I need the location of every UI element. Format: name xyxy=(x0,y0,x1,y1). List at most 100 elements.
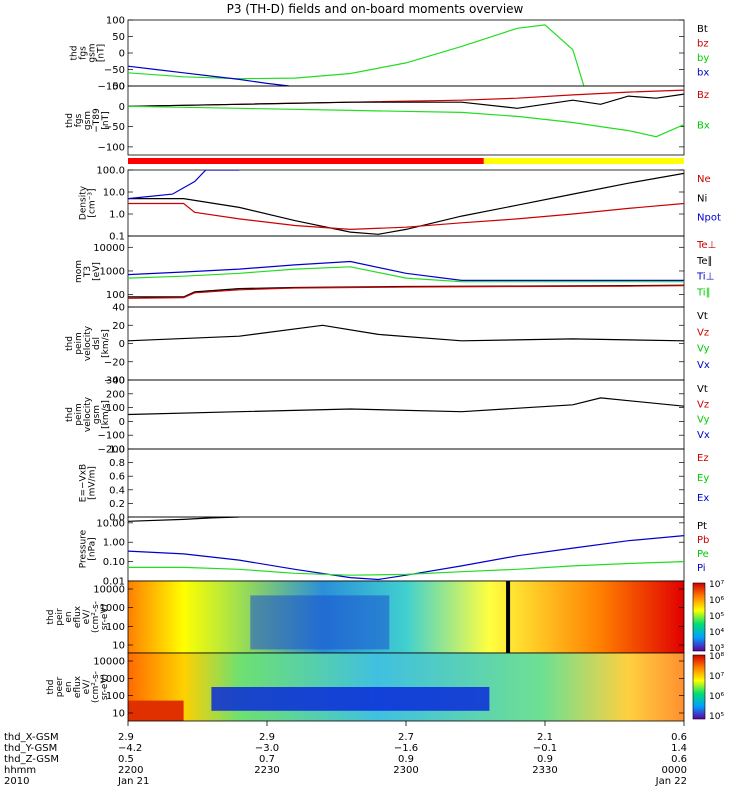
y-tick-label: 1.0 xyxy=(109,445,125,456)
legend-entry: Bz xyxy=(697,90,709,101)
legend-entry: bz xyxy=(697,39,709,50)
y-tick-label: 0.4 xyxy=(109,485,125,496)
legend-entry: Ni xyxy=(697,193,707,204)
panel-peim_vel: 40 20 0 −20 −40 thd peim velocity dsl [km/s] Vt Vz V… xyxy=(65,303,710,387)
y-axis-label: thd xyxy=(65,407,75,422)
y-tick-label: 10.0 xyxy=(103,188,125,199)
chart-title: P3 (TH-D) fields and on-board moments ov… xyxy=(227,2,524,16)
panel-frame xyxy=(127,306,685,381)
legend-entry: Bx xyxy=(697,121,710,132)
colorbar-label: 10³ xyxy=(709,644,724,654)
series-line xyxy=(128,324,684,342)
colorbar-label: 10⁶ xyxy=(709,692,724,702)
y-tick-label: 10.00 xyxy=(96,518,125,529)
panel-frame xyxy=(127,448,685,518)
spectrogram-core xyxy=(211,687,490,711)
y-axis-label: eV/ xyxy=(82,609,92,625)
y-tick-label: 1000 xyxy=(100,266,125,277)
x-tick-label: 0.9 xyxy=(398,754,414,765)
y-axis-label: eflux xyxy=(73,675,83,698)
legend-entry: Ti⊥ xyxy=(696,272,714,283)
y-tick-label: −50 xyxy=(104,122,125,133)
panel-frame xyxy=(127,516,685,582)
spectrogram-image xyxy=(128,581,684,653)
series-line xyxy=(128,170,240,200)
x-tick-label: 2200 xyxy=(118,765,143,776)
y-axis-label: peim xyxy=(74,403,84,426)
legend-entry: Te∥ xyxy=(696,256,713,267)
y-axis-label: E=−VxB xyxy=(79,464,89,502)
y-tick-label: 100 xyxy=(106,290,125,301)
x-tick-label: 2.1 xyxy=(537,732,553,743)
y-axis-label: velocity xyxy=(83,325,93,361)
y-axis-label: fgs xyxy=(79,46,89,60)
panel-frame xyxy=(127,379,685,450)
y-tick-label: 100.0 xyxy=(96,166,125,177)
series-line xyxy=(128,24,585,86)
legend-entry: Pt xyxy=(697,521,707,532)
y-axis-label: thd xyxy=(46,610,56,625)
legend-entry: Vz xyxy=(697,399,709,410)
series-line xyxy=(128,397,684,416)
y-tick-label: 300 xyxy=(106,376,125,387)
y-tick-label: −100 xyxy=(98,142,125,153)
series-group xyxy=(128,89,684,138)
legend-entry: Pi xyxy=(697,563,706,574)
spectrogram-lowband xyxy=(128,700,184,721)
y-tick-label: 10000 xyxy=(93,585,125,596)
y-axis-label: dsl xyxy=(92,337,102,350)
y-axis-label: en xyxy=(64,681,74,692)
y-axis-label: thd xyxy=(70,46,80,61)
y-tick-label: 0 xyxy=(119,339,125,350)
y-tick-label: 1000 xyxy=(100,674,125,685)
colorbar-label: 10⁷ xyxy=(709,672,724,682)
y-axis-label: eflux xyxy=(73,605,83,628)
colorbar xyxy=(692,654,706,720)
x-axis-row-label: thd_X-GSM xyxy=(4,732,59,743)
y-axis-label: velocity xyxy=(83,396,93,432)
colorbar xyxy=(692,582,706,652)
y-axis-label: gsm xyxy=(92,405,102,424)
series-line xyxy=(128,202,684,231)
x-tick-label: 0.6 xyxy=(671,732,687,743)
y-tick-label: 50 xyxy=(112,82,125,93)
x-tick-label: 0000 xyxy=(662,765,687,776)
y-axis-label: [km/s] xyxy=(101,329,111,358)
y-tick-label: 10000 xyxy=(93,243,125,254)
panel-peim_vel_gsm: 300 200 100 0 −100 −200 thd peim velocity gsm [km/… xyxy=(65,376,710,456)
legend-entry: Ti∥ xyxy=(696,287,711,298)
colorbar-label: 10⁵ xyxy=(709,612,724,622)
series-line xyxy=(128,535,684,581)
series-line xyxy=(128,105,684,138)
y-tick-label: 20 xyxy=(112,321,125,332)
y-axis-label: fgs xyxy=(74,113,84,127)
y-axis-label: gsm xyxy=(88,43,98,62)
legend-entry: Pe xyxy=(697,549,709,560)
y-tick-label: 40 xyxy=(112,303,125,314)
y-axis-label: gsm xyxy=(83,111,93,130)
y-tick-label: 0.8 xyxy=(109,458,125,469)
legend-entry: Vy xyxy=(697,415,710,426)
panel-peir_spec: 10⁷ 10⁶ 10⁵ 10⁴ 10³ 10000 1000 100 10 thd peir en ef… xyxy=(46,580,724,654)
y-axis-label: sr-eV) xyxy=(100,604,110,630)
x-axis-row-label: 2010 xyxy=(4,776,29,787)
legend-entry: Ne xyxy=(697,174,711,185)
y-axis-label: Density xyxy=(79,185,89,220)
x-tick-label: 2.9 xyxy=(259,732,275,743)
y-tick-label: 0.2 xyxy=(109,499,125,510)
legend-entry: Te⊥ xyxy=(696,240,716,251)
spectrogram-gap xyxy=(506,581,511,653)
series-group xyxy=(128,260,684,299)
y-tick-label: 0 xyxy=(119,49,125,60)
colorbar-label: 10⁶ xyxy=(709,596,724,606)
series-line xyxy=(128,260,684,281)
y-axis-label: peir xyxy=(55,608,65,626)
series-group xyxy=(128,517,684,581)
y-axis-label: eV/ xyxy=(82,679,92,695)
legend-entry: bx xyxy=(697,68,709,79)
y-axis-label: −T89 xyxy=(92,108,102,133)
x-tick-label: −0.1 xyxy=(533,743,557,754)
legend-entry: Npot xyxy=(697,213,721,224)
y-axis-label: [nPa] xyxy=(88,537,98,560)
legend-entry: Vt xyxy=(697,311,708,322)
